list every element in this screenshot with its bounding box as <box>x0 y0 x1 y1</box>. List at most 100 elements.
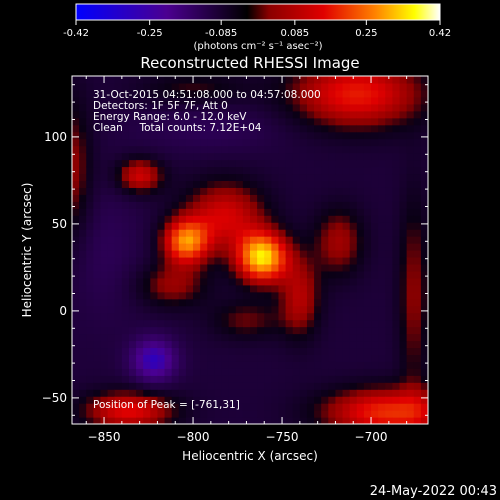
heatmap-cell <box>335 375 344 383</box>
heatmap-cell <box>235 215 244 223</box>
heatmap-cell <box>356 389 365 397</box>
heatmap-cell <box>321 298 329 307</box>
heatmap-cell <box>150 229 159 237</box>
heatmap-cell <box>306 138 315 147</box>
heatmap-cell <box>235 117 244 126</box>
heatmap-cell <box>107 117 116 126</box>
heatmap-cell <box>342 319 351 328</box>
heatmap-cell <box>107 340 116 349</box>
heatmap-cell <box>114 76 123 84</box>
heatmap-cell <box>242 368 251 376</box>
heatmap-cell <box>242 222 251 230</box>
heatmap-cell <box>193 138 201 147</box>
heatmap-cell <box>100 410 109 418</box>
heatmap-cell <box>164 382 173 390</box>
heatmap-cell <box>378 270 386 279</box>
heatmap-cell <box>399 305 408 314</box>
heatmap-cell <box>328 201 337 209</box>
heatmap-cell <box>371 124 379 133</box>
heatmap-cell <box>292 354 301 362</box>
heatmap-cell <box>278 410 287 418</box>
heatmap-cell <box>107 417 116 424</box>
heatmap-cell <box>136 187 144 195</box>
heatmap-cell <box>72 82 80 91</box>
heatmap-cell <box>250 131 258 140</box>
heatmap-cell <box>79 159 87 168</box>
heatmap-cell <box>306 76 315 84</box>
heatmap-cell <box>314 263 322 272</box>
heatmap-cell <box>185 243 194 251</box>
heatmap-cell <box>385 340 393 349</box>
heatmap-cell <box>242 410 251 418</box>
heatmap-cell <box>193 96 201 105</box>
heatmap-cell <box>214 208 223 216</box>
heatmap-cell <box>86 103 94 112</box>
heatmap-cell <box>371 229 379 237</box>
heatmap-cell <box>292 396 301 404</box>
heatmap-cell <box>193 284 201 293</box>
heatmap-cell <box>136 375 144 383</box>
heatmap-cell <box>271 305 280 314</box>
heatmap-cell <box>164 277 173 286</box>
heatmap-cell <box>299 347 308 355</box>
heatmap-cell <box>264 103 272 112</box>
heatmap-cell <box>363 208 372 216</box>
heatmap-cell <box>413 82 422 91</box>
heatmap-cell <box>178 152 187 161</box>
heatmap-cell <box>321 410 329 418</box>
heatmap-cell <box>193 277 201 286</box>
heatmap-cell <box>264 382 272 390</box>
heatmap-cell <box>250 277 258 286</box>
heatmap-cell <box>185 368 194 376</box>
heatmap-cell <box>306 263 315 272</box>
heatmap-cell <box>356 368 365 376</box>
heatmap-cell <box>157 389 166 397</box>
x-axis-label: Heliocentric X (arcsec) <box>182 449 318 463</box>
heatmap-cell <box>107 382 116 390</box>
heatmap-cell <box>178 103 187 112</box>
heatmap-cell <box>264 375 272 383</box>
heatmap-cell <box>185 103 194 112</box>
heatmap-cell <box>264 347 272 355</box>
heatmap-cell <box>193 340 201 349</box>
heatmap-cell <box>399 124 408 133</box>
heatmap-cell <box>136 298 144 307</box>
heatmap-cell <box>150 222 159 230</box>
heatmap-cell <box>193 305 201 314</box>
heatmap-cell <box>371 263 379 272</box>
heatmap-cell <box>107 76 116 84</box>
heatmap-cell <box>100 131 109 140</box>
heatmap-cell <box>299 284 308 293</box>
heatmap-cell <box>314 110 322 119</box>
heatmap-cell <box>392 76 401 84</box>
heatmap-cell <box>328 354 337 362</box>
heatmap-cell <box>242 270 251 279</box>
heatmap-cell <box>349 76 358 84</box>
heatmap-cell <box>292 340 301 349</box>
heatmap-cell <box>72 138 80 147</box>
heatmap-cell <box>72 340 80 349</box>
heatmap-cell <box>235 347 244 355</box>
heatmap-cell <box>356 305 365 314</box>
heatmap-cell <box>93 173 102 181</box>
heatmap-cell <box>292 138 301 147</box>
heatmap-cell <box>285 354 294 362</box>
heatmap-cell <box>136 89 144 98</box>
heatmap-cell <box>114 340 123 349</box>
heatmap-cell <box>314 215 322 223</box>
heatmap-cell <box>406 131 415 140</box>
heatmap-cell <box>378 368 386 376</box>
heatmap-cell <box>171 382 180 390</box>
heatmap-cell <box>250 250 258 258</box>
heatmap-cell <box>121 361 130 369</box>
heatmap-cell <box>93 180 102 188</box>
heatmap-cell <box>399 187 408 195</box>
heatmap-cell <box>321 354 329 362</box>
heatmap-cell <box>164 243 173 251</box>
heatmap-cell <box>371 319 379 328</box>
heatmap-cell <box>214 375 223 383</box>
heatmap-cell <box>235 82 244 91</box>
heatmap-cell <box>200 410 208 418</box>
heatmap-cell <box>356 270 365 279</box>
heatmap-cell <box>157 110 166 119</box>
